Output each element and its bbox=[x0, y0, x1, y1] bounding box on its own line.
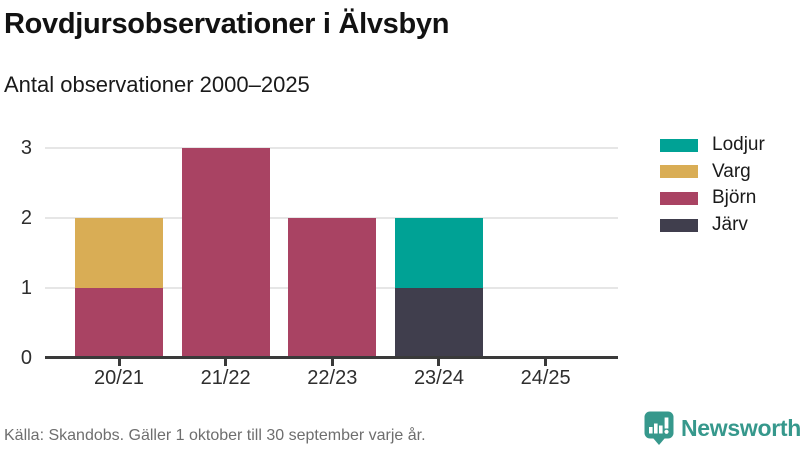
bar-segment bbox=[288, 218, 377, 358]
bar-segment bbox=[181, 148, 270, 358]
legend-swatch bbox=[660, 165, 698, 179]
chart-subtitle: Antal observationer 2000–2025 bbox=[4, 72, 310, 97]
bar-segment bbox=[75, 218, 163, 288]
source-text: Källa: Skandobs. Gäller 1 oktober till 3… bbox=[4, 427, 426, 444]
bar-segment bbox=[394, 288, 483, 358]
legend-item: Björn bbox=[660, 187, 757, 209]
legend-item: Lodjur bbox=[660, 134, 765, 155]
x-axis-line bbox=[45, 356, 618, 359]
gridline bbox=[45, 147, 618, 149]
legend-label: Varg bbox=[712, 160, 751, 182]
legend-label: Lodjur bbox=[712, 134, 765, 155]
page-title: Rovdjursobservationer i Älvsbyn bbox=[4, 8, 450, 40]
legend-item: Varg bbox=[660, 160, 751, 182]
bar-segment bbox=[394, 218, 483, 288]
legend-swatch bbox=[660, 218, 698, 232]
newsworthy-wordmark: Newsworthy bbox=[681, 415, 800, 441]
legend-label: Järv bbox=[712, 214, 748, 236]
legend-item: Järv bbox=[660, 214, 748, 236]
legend-swatch bbox=[660, 138, 698, 152]
newsworthy-speech-bubble-chart-icon bbox=[644, 411, 674, 446]
newsworthy-logo: Newsworthy bbox=[644, 411, 800, 446]
legend-label: Björn bbox=[712, 187, 757, 209]
legend-swatch bbox=[660, 191, 698, 205]
bar-segment bbox=[75, 288, 163, 358]
